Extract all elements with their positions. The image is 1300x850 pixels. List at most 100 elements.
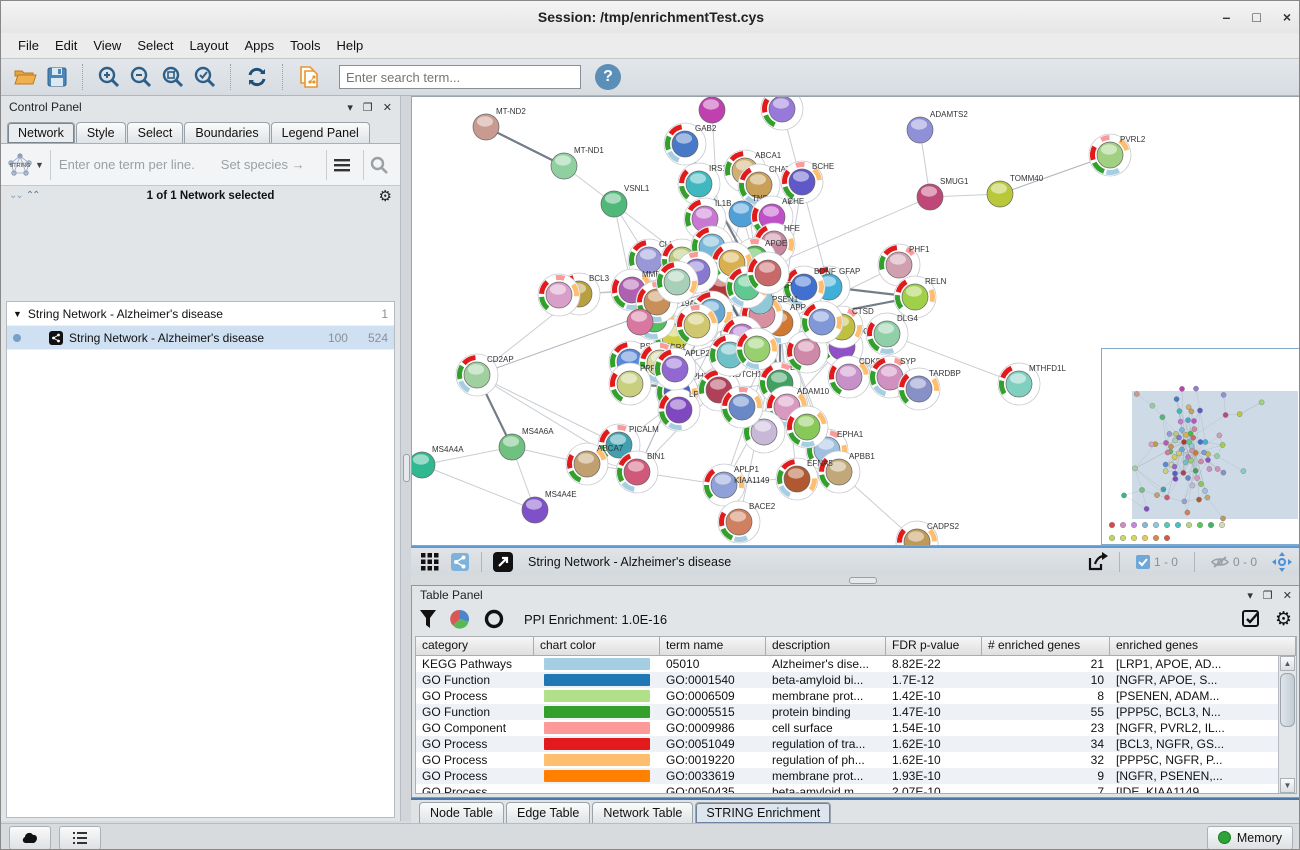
table-row[interactable]: KEGG Pathways 05010 Alzheimer's dise... 8.8… — [416, 656, 1296, 672]
network-node-tardbp[interactable]: TARDBP — [897, 367, 961, 411]
network-node-efna5[interactable]: EFNA5 — [775, 457, 833, 501]
network-node-aplp1[interactable]: APLP1 — [702, 463, 759, 507]
network-node-reln[interactable]: RELN — [893, 275, 947, 319]
string-search-button[interactable] — [363, 149, 394, 180]
table-row[interactable]: GO Process GO:0050435 beta-amyloid m... 2.0… — [416, 784, 1296, 793]
table-row[interactable]: GO Process GO:0051049 regulation of tra...… — [416, 736, 1296, 752]
table-row[interactable]: GO Function GO:0005515 protein binding 1.47… — [416, 704, 1296, 720]
zoom-in-button[interactable] — [93, 62, 125, 92]
ring-chart-icon[interactable] — [484, 609, 504, 629]
network-tree-row[interactable]: String Network - Alzheimer's disease 100 5… — [7, 326, 394, 350]
float-panel-icon[interactable]: ❐ — [1262, 589, 1273, 602]
table-row[interactable]: GO Function GO:0001540 beta-amyloid bi... 1… — [416, 672, 1296, 688]
menu-view[interactable]: View — [93, 38, 122, 53]
column-header-chart-color[interactable]: chart color — [534, 637, 660, 655]
network-node-smug1[interactable]: SMUG1 — [916, 177, 969, 211]
network-node[interactable] — [785, 405, 829, 449]
grid-view-button[interactable] — [417, 551, 443, 573]
panel-menu-icon[interactable]: ▾ — [1247, 589, 1253, 602]
scroll-down-button[interactable]: ▼ — [1280, 778, 1295, 793]
table-splitter[interactable] — [411, 575, 1299, 585]
tree-expand-icon[interactable]: ▼ — [13, 308, 22, 319]
network-node[interactable] — [760, 97, 804, 131]
open-file-button[interactable] — [9, 62, 41, 92]
zoom-selected-button[interactable] — [189, 62, 221, 92]
expand-all-icon[interactable]: ⌃⌃ — [25, 190, 41, 201]
string-query-input[interactable]: Enter one term per line. Set species → — [49, 149, 320, 180]
panel-menu-icon[interactable]: ▾ — [347, 101, 353, 114]
network-node-bace2[interactable]: BACE2 — [717, 500, 776, 544]
search-input[interactable] — [339, 65, 581, 89]
table-row[interactable]: GO Component GO:0009986 cell surface 1.54E-… — [416, 720, 1296, 736]
table-scrollbar[interactable]: ▲ ▼ — [1278, 656, 1296, 793]
tab-network[interactable]: Network — [7, 122, 75, 143]
network-node-phf1[interactable]: PHF1 — [877, 243, 930, 287]
memory-button[interactable]: Memory — [1206, 825, 1293, 849]
network-node[interactable] — [675, 303, 719, 347]
minimize-button[interactable]: – — [1222, 9, 1231, 25]
column-header-FDR-p-value[interactable]: FDR p-value — [886, 637, 982, 655]
automation-status-button[interactable] — [9, 825, 51, 849]
tab-edge-table[interactable]: Edge Table — [506, 802, 591, 823]
network-node-ppp5c[interactable]: PPP5C — [608, 362, 666, 406]
navigator-toggle-button[interactable] — [1269, 551, 1295, 573]
network-navigator[interactable] — [1101, 348, 1299, 545]
splitter-handle[interactable] — [849, 577, 877, 584]
column-header-term-name[interactable]: term name — [660, 637, 766, 655]
network-node-dlg4[interactable]: DLG4 — [865, 312, 918, 356]
network-node[interactable] — [800, 300, 844, 344]
save-session-button[interactable] — [41, 62, 73, 92]
network-node-apbb1[interactable]: APBB1 — [817, 450, 875, 494]
network-node-mt-nd1[interactable]: MT-ND1 — [550, 146, 604, 180]
tab-select[interactable]: Select — [126, 122, 184, 143]
enrichment-table-body[interactable]: KEGG Pathways 05010 Alzheimer's dise... 8.8… — [416, 656, 1296, 793]
collapse-all-icon[interactable]: ⌄⌄ — [9, 190, 24, 201]
network-node-cd2ap[interactable]: CD2AP — [455, 353, 514, 397]
column-header-enriched-genes[interactable]: # enriched genes — [982, 637, 1110, 655]
network-node-mthfd1l[interactable]: MTHFD1L — [997, 362, 1066, 406]
column-header-description[interactable]: description — [766, 637, 886, 655]
tab-style[interactable]: Style — [75, 122, 126, 143]
menu-layout[interactable]: Layout — [189, 38, 229, 53]
close-panel-icon[interactable]: ✕ — [1282, 589, 1292, 602]
tab-legend-panel[interactable]: Legend Panel — [270, 122, 370, 143]
scrollbar-thumb[interactable] — [1280, 673, 1295, 727]
network-node-bche[interactable]: BCHE — [780, 160, 834, 204]
tab-boundaries[interactable]: Boundaries — [184, 122, 270, 143]
network-node-cadps2[interactable]: CADPS2 — [895, 520, 960, 545]
network-node[interactable] — [735, 327, 779, 371]
menu-apps[interactable]: Apps — [244, 38, 275, 53]
network-node-abca7[interactable]: ABCA7 — [565, 442, 624, 486]
network-node-bdnf[interactable]: BDNF — [782, 265, 836, 309]
network-node-vsnl1[interactable]: VSNL1 — [600, 184, 650, 218]
close-button[interactable]: × — [1282, 9, 1291, 25]
export-network-button[interactable] — [1085, 551, 1111, 573]
zoom-out-button[interactable] — [125, 62, 157, 92]
enrichment-chart-icon[interactable] — [450, 609, 470, 629]
splitter-handle[interactable] — [403, 454, 410, 482]
share-view-button[interactable] — [447, 551, 473, 573]
select-columns-icon[interactable] — [1241, 609, 1261, 629]
close-panel-icon[interactable]: ✕ — [382, 101, 392, 114]
network-node-ms4a6a[interactable]: MS4A6A — [498, 427, 554, 461]
help-button[interactable]: ? — [595, 64, 621, 90]
task-history-button[interactable] — [59, 825, 101, 849]
tab-string-enrichment[interactable]: STRING Enrichment — [695, 802, 832, 823]
zoom-fit-button[interactable] — [157, 62, 189, 92]
network-node[interactable] — [626, 308, 654, 336]
table-row[interactable]: GO Process GO:0033619 membrane prot... 1.93… — [416, 768, 1296, 784]
menu-tools[interactable]: Tools — [290, 38, 321, 53]
menu-select[interactable]: Select — [137, 38, 174, 53]
filter-icon[interactable] — [420, 610, 436, 628]
table-row[interactable]: GO Process GO:0019220 regulation of ph... 1… — [416, 752, 1296, 768]
float-panel-icon[interactable]: ❐ — [362, 101, 373, 114]
network-node-il1b[interactable]: IL1B — [683, 197, 731, 241]
maximize-button[interactable]: □ — [1252, 9, 1261, 25]
network-node-gab2[interactable]: GAB2 — [663, 122, 717, 166]
network-node-cdk5[interactable]: CDK5 — [827, 355, 881, 399]
network-node-irs1[interactable]: IRS1 — [677, 162, 727, 206]
table-row[interactable]: GO Process GO:0006509 membrane prot... 1.42… — [416, 688, 1296, 704]
tab-node-table[interactable]: Node Table — [419, 802, 505, 823]
network-node[interactable] — [655, 260, 699, 304]
network-node-mt-nd2[interactable]: MT-ND2 — [472, 107, 526, 141]
